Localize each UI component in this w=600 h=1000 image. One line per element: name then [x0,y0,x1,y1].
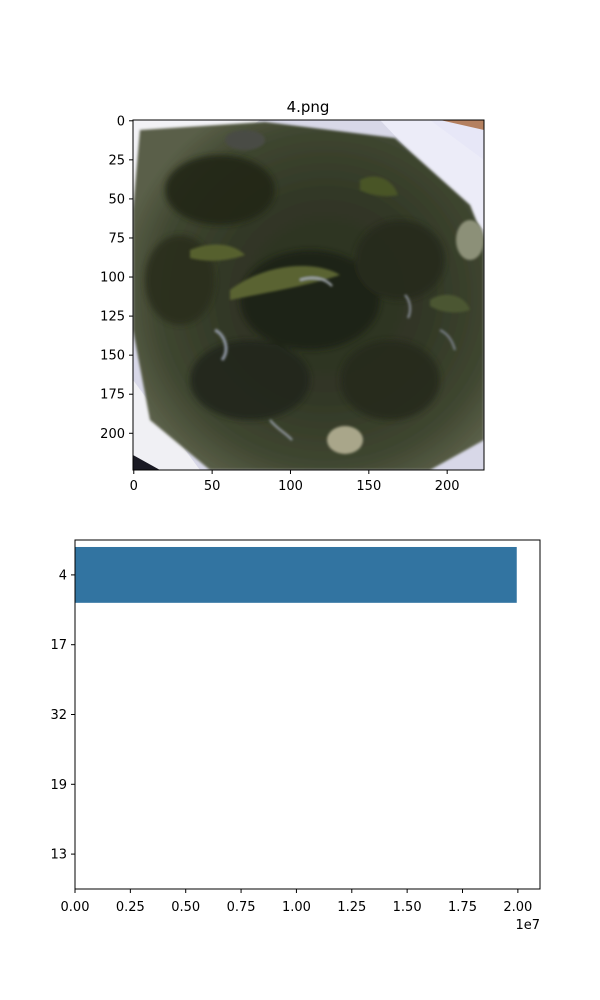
bar-x-tick-label: 2.00 [503,900,532,915]
image-y-tick-label: 175 [100,388,125,403]
bar-x-tick-label: 1.00 [282,900,311,915]
image-y-tick-label: 75 [108,231,125,246]
image-x-ticks: 0 50 100 150 200 [130,470,460,494]
image-y-tick-label: 200 [100,427,125,442]
bar-category-label: 17 [50,638,67,653]
image-y-tick-label: 50 [108,192,125,207]
bar-category-label: 32 [50,708,67,723]
bar-4 [75,546,517,603]
image-frame [132,119,485,471]
image-y-ticks: 0 25 50 75 100 125 150 175 200 [100,114,133,442]
image-y-tick-label: 0 [117,114,125,129]
bar-x-tick-label: 0.25 [116,900,145,915]
bar-x-tick-label: 0.75 [227,900,256,915]
image-y-tick-label: 100 [100,271,125,286]
bars [75,546,517,603]
bar-x-tick-label: 1.75 [448,900,477,915]
image-y-tick-label: 25 [108,153,125,168]
image-title: 4.png [287,98,330,116]
image-x-tick-label: 200 [435,479,460,494]
bar-x-tick-label: 1.50 [393,900,422,915]
bar-x-tick-label: 0.50 [171,900,200,915]
bar-category-label: 19 [50,778,67,793]
bar-category-label: 4 [59,568,67,583]
image-x-tick-label: 50 [204,479,221,494]
image-x-tick-label: 100 [278,479,303,494]
bar-chart: 4 17 32 19 13 0.00 0.25 0.50 0.75 1.00 1.25 1.50 1.… [50,539,541,933]
bar-x-ticks: 0.00 0.25 0.50 0.75 1.00 1.25 1.50 1.75 2.00 [61,889,532,915]
bar-x-tick-label: 0.00 [61,900,90,915]
x-offset-label: 1e7 [515,918,540,933]
image-x-tick-label: 0 [130,479,138,494]
image-y-tick-label: 150 [100,349,125,364]
bar-category-label: 13 [50,848,67,863]
image-subplot: 4.png [100,98,485,494]
seaweed-soup-photo [133,120,484,470]
image-x-tick-label: 150 [356,479,381,494]
image-y-tick-label: 125 [100,310,125,325]
bar-y-ticks: 4 17 32 19 13 [50,568,75,863]
bar-x-tick-label: 1.25 [337,900,366,915]
